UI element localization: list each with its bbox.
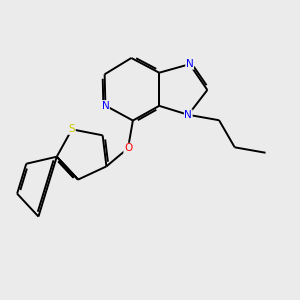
Text: O: O <box>124 143 132 153</box>
Text: N: N <box>101 100 109 111</box>
Text: S: S <box>69 124 75 134</box>
Text: N: N <box>186 59 194 69</box>
Text: N: N <box>184 110 192 120</box>
